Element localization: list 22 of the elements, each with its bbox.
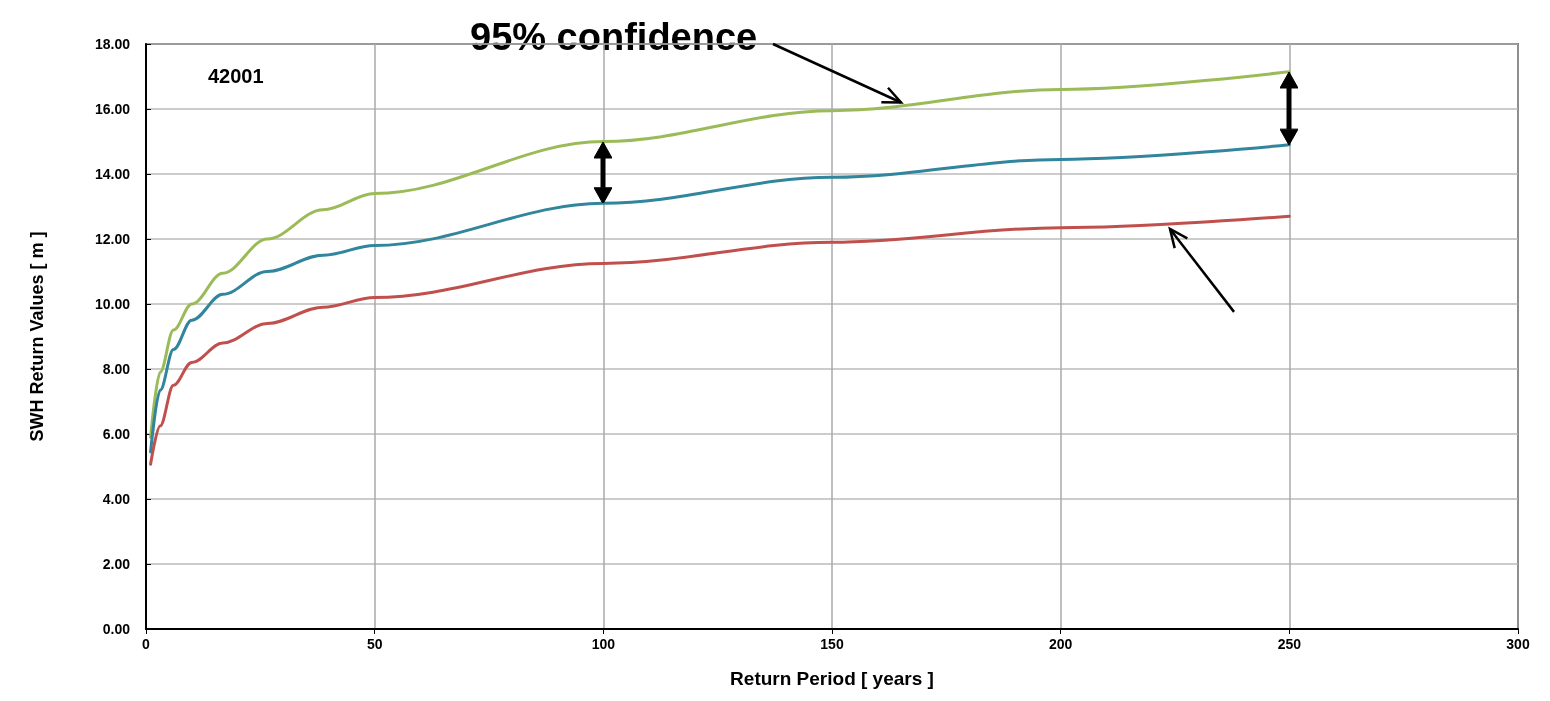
x-tick-label: 250	[1277, 636, 1302, 652]
annotation: 42001	[208, 65, 264, 87]
y-axis-title: SWH Return Values [ m ]	[27, 231, 47, 442]
x-tick-label: 200	[1048, 636, 1073, 652]
y-tick-label: 2.00	[102, 556, 131, 572]
y-tick-label: 14.00	[94, 166, 131, 182]
x-tick-label: 0	[142, 636, 151, 652]
annotation: 95% confidence	[470, 16, 758, 58]
y-tick-label: 0.00	[102, 621, 131, 637]
x-tick-label: 50	[366, 636, 383, 652]
x-tick-label: 150	[820, 636, 844, 652]
y-tick-label: 10.00	[94, 296, 131, 312]
y-tick-label: 8.00	[102, 361, 131, 377]
x-tick-label: 100	[591, 636, 616, 652]
y-tick-label: 6.00	[102, 426, 131, 442]
x-tick-label: 300	[1506, 636, 1530, 652]
y-tick-label: 16.00	[94, 101, 131, 117]
y-tick-label: 18.00	[94, 36, 131, 52]
line-series	[149, 214, 1291, 466]
y-tick-label: 4.00	[102, 491, 131, 507]
x-axis-title: Return Period [ years ]	[730, 668, 934, 689]
y-tick-label: 12.00	[94, 231, 131, 247]
